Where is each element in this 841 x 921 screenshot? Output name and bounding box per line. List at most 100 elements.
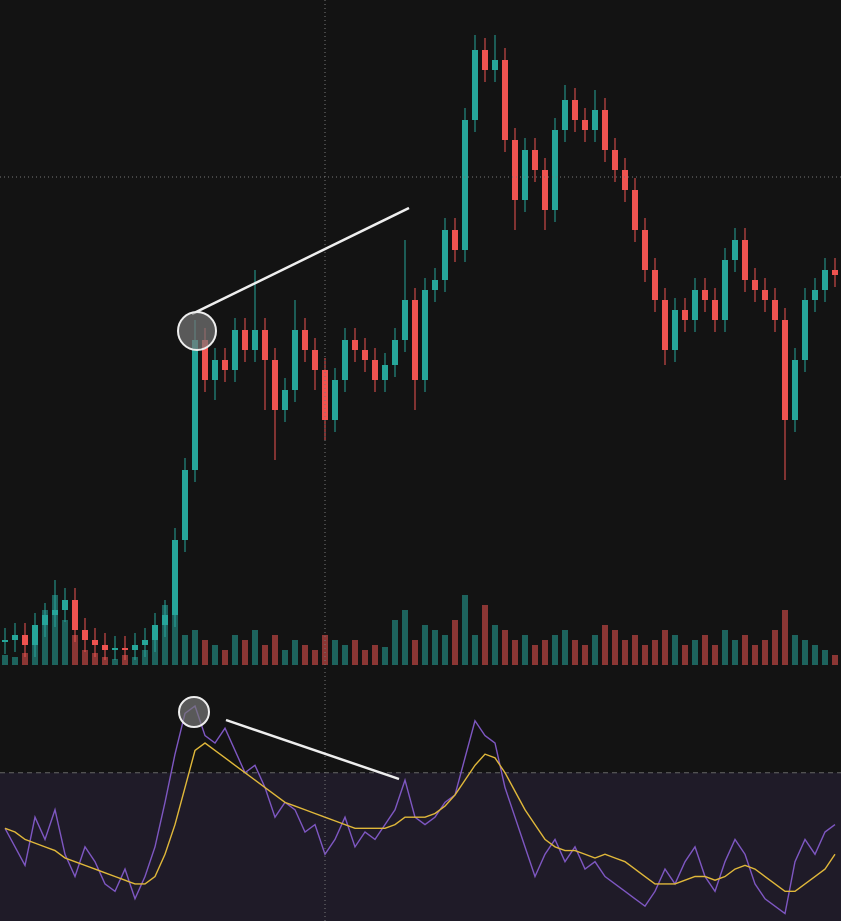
volume-bar: [202, 640, 208, 665]
volume-bar: [782, 610, 788, 665]
candle-body: [182, 470, 188, 540]
candle-body: [792, 360, 798, 420]
volume-bar: [112, 659, 118, 665]
candle-body: [732, 240, 738, 260]
candle-body: [62, 600, 68, 610]
candle-body: [212, 360, 218, 380]
candle-body: [342, 340, 348, 380]
volume-bar: [322, 635, 328, 665]
volume-bar: [462, 595, 468, 665]
volume-bar: [412, 640, 418, 665]
candle-body: [332, 380, 338, 420]
volume-bar: [152, 625, 158, 665]
candle-body: [822, 270, 828, 290]
volume-bar: [642, 645, 648, 665]
volume-bar: [32, 625, 38, 665]
candle-body: [832, 270, 838, 275]
volume-bar: [562, 630, 568, 665]
candle-body: [292, 330, 298, 390]
candle-body: [762, 290, 768, 300]
candle-body: [22, 635, 28, 645]
volume-bar: [302, 645, 308, 665]
candle-body: [372, 360, 378, 380]
candle-body: [662, 300, 668, 350]
candle-body: [252, 330, 258, 350]
candle-body: [502, 60, 508, 140]
candle-body: [722, 260, 728, 320]
candle-body: [202, 340, 208, 380]
volume-bar: [802, 640, 808, 665]
volume-bar: [62, 620, 68, 665]
candle-body: [562, 100, 568, 130]
candle-body: [742, 240, 748, 280]
candle-body: [642, 230, 648, 270]
volume-bar: [812, 645, 818, 665]
candle-body: [142, 640, 148, 645]
volume-bar: [72, 635, 78, 665]
candle-body: [582, 120, 588, 130]
volume-bar: [592, 635, 598, 665]
volume-bar: [712, 645, 718, 665]
volume-bar: [142, 650, 148, 665]
volume-bar: [792, 635, 798, 665]
volume-bar: [502, 630, 508, 665]
volume-bar: [352, 640, 358, 665]
volume-bar: [382, 647, 388, 665]
volume-bar: [52, 595, 58, 665]
candle-body: [682, 310, 688, 320]
candle-body: [752, 280, 758, 290]
volume-bar: [742, 635, 748, 665]
candle-body: [532, 150, 538, 170]
volume-bar: [162, 605, 168, 665]
volume-bar: [632, 635, 638, 665]
volume-bar: [342, 645, 348, 665]
volume-bar: [442, 635, 448, 665]
candle-body: [72, 600, 78, 630]
volume-bar: [822, 650, 828, 665]
volume-bar: [732, 640, 738, 665]
volume-bar: [232, 635, 238, 665]
volume-bar: [622, 640, 628, 665]
candle-body: [472, 50, 478, 120]
candle-body: [592, 110, 598, 130]
candle-body: [282, 390, 288, 410]
candle-body: [452, 230, 458, 250]
volume-bar: [452, 620, 458, 665]
candle-body: [112, 648, 118, 650]
candle-body: [382, 365, 388, 380]
candle-body: [322, 370, 328, 420]
volume-bar: [372, 645, 378, 665]
volume-bar: [612, 630, 618, 665]
volume-bar: [542, 640, 548, 665]
volume-bar: [282, 650, 288, 665]
volume-bar: [512, 640, 518, 665]
candle-body: [612, 150, 618, 170]
volume-bar: [752, 645, 758, 665]
candle-body: [602, 110, 608, 150]
candle-body: [672, 310, 678, 350]
candle-body: [712, 300, 718, 320]
candle-body: [12, 635, 18, 640]
volume-bar: [292, 640, 298, 665]
volume-bar: [222, 650, 228, 665]
volume-bar: [22, 653, 28, 665]
volume-bar: [82, 650, 88, 665]
rsi-band: [0, 772, 841, 921]
volume-bar: [762, 640, 768, 665]
volume-bar: [532, 645, 538, 665]
candle-body: [122, 648, 128, 650]
volume-bar: [572, 640, 578, 665]
candle-body: [552, 130, 558, 210]
candle-body: [432, 280, 438, 290]
candle-body: [102, 645, 108, 650]
volume-bar: [672, 635, 678, 665]
candle-body: [412, 300, 418, 380]
volume-bar: [662, 630, 668, 665]
candle-body: [312, 350, 318, 370]
plot: [0, 35, 841, 921]
candle-body: [352, 340, 358, 350]
candle-body: [422, 290, 428, 380]
candle-body: [782, 320, 788, 420]
candle-body: [392, 340, 398, 365]
